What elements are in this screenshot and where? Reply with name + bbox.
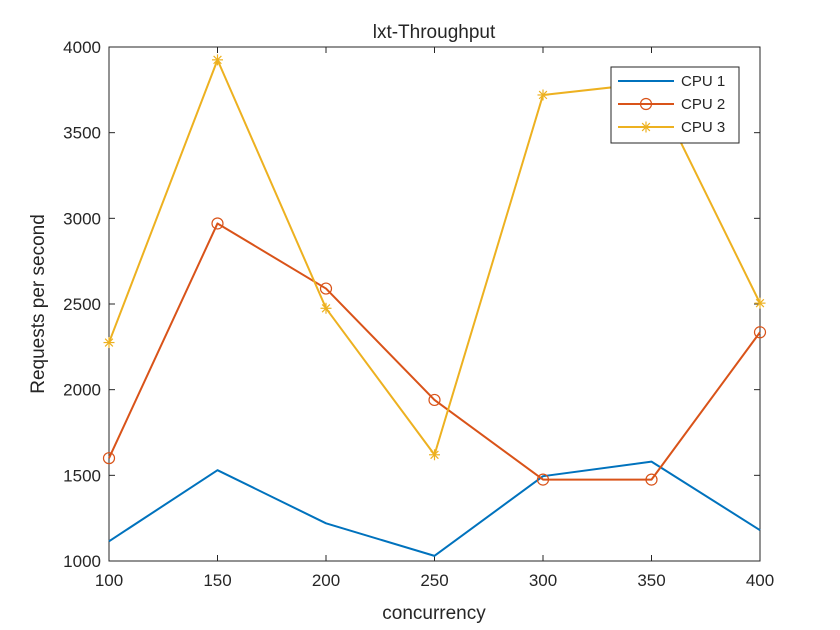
data-point [536, 473, 550, 486]
data-point [211, 217, 224, 230]
data-point [212, 54, 223, 66]
y-tick-label: 3000 [63, 209, 101, 228]
data-point [428, 393, 441, 407]
x-tick-label: 400 [746, 571, 774, 590]
data-point [429, 449, 440, 461]
x-tick-label: 200 [312, 571, 340, 590]
legend-marker [640, 121, 652, 133]
legend-label: CPU 3 [681, 119, 725, 136]
data-point [102, 452, 116, 465]
series-line [108, 460, 761, 557]
data-point [320, 302, 332, 314]
x-tick-label: 350 [637, 571, 665, 590]
data-point [753, 326, 767, 339]
legend-item: CPU 1 [618, 73, 725, 90]
legend-label: CPU 1 [681, 73, 725, 90]
y-tick-label: 2500 [63, 295, 101, 314]
data-point [319, 282, 333, 295]
x-axis-label: concurrency [382, 603, 486, 624]
x-tick-label: 150 [203, 571, 231, 590]
plot-area: 100 150 200 250 300 350 400 1000 1500 2000 2500 300… [63, 38, 774, 590]
legend-item: CPU 3 [618, 119, 725, 136]
y-tick-label: 4000 [63, 38, 101, 57]
legend-marker [639, 97, 653, 111]
series-2 [102, 217, 767, 486]
x-tick-label: 250 [420, 571, 448, 590]
data-point [754, 297, 766, 309]
data-point [537, 89, 549, 101]
x-tick-label: 300 [529, 571, 557, 590]
y-tick-label: 3500 [63, 124, 101, 143]
legend-item: CPU 2 [618, 96, 725, 113]
series-1 [108, 460, 761, 557]
chart-title: lxt-Throughput [373, 22, 496, 43]
legend-label: CPU 2 [681, 96, 725, 113]
y-tick-label: 1000 [63, 552, 101, 571]
y-tick-label: 1500 [63, 466, 101, 485]
y-tick-label: 2000 [63, 381, 101, 400]
data-point [645, 473, 658, 486]
y-axis-label: Requests per second [28, 214, 49, 394]
data-point [103, 337, 115, 349]
x-tick-label: 100 [95, 571, 123, 590]
series-line [108, 222, 761, 481]
legend: CPU 1 CPU 2 CPU 3 [610, 66, 740, 144]
